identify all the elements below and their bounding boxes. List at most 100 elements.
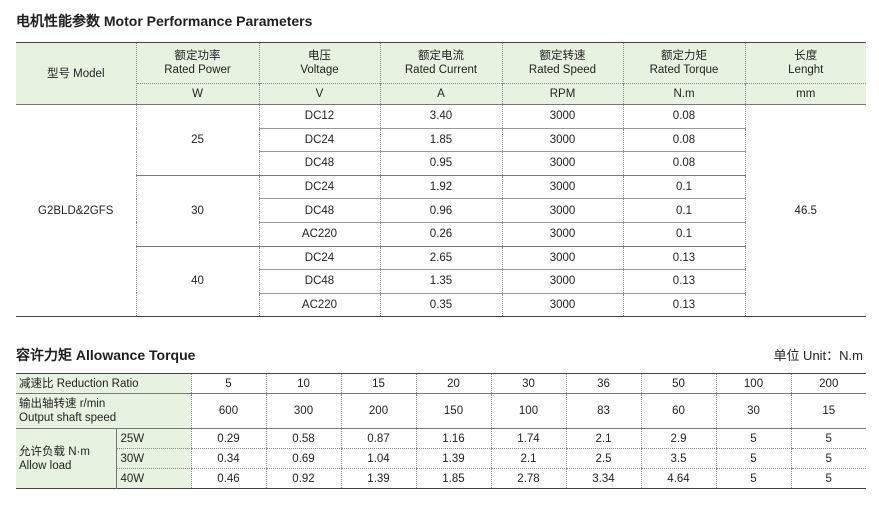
speed-cell: 60 [640, 393, 716, 429]
table-row: G2BLD&2GFS 25 DC12 3.40 3000 0.08 46.5 [16, 103, 866, 317]
speed-cell: 3000 [501, 293, 624, 317]
load-label: 允许负载 N·m Allow load [16, 428, 116, 489]
load-cell: 5 [790, 468, 866, 489]
length-cell: 46.5 [744, 103, 866, 317]
load-cell: 5 [715, 428, 791, 449]
speed-cell: 150 [415, 393, 491, 429]
load-row: 30W 0.34 0.69 1.04 1.39 2.1 2.5 3.5 5 5 [16, 448, 866, 469]
load-cell: 0.29 [190, 428, 266, 449]
table-row: DC24 1.85 3000 0.08 [16, 128, 866, 153]
motor-performance-table: 型号 Model 额定功率 Rated Power 电压 Voltage 额定电流 R… [16, 42, 866, 318]
unit-speed: RPM [501, 83, 624, 105]
load-cell: 1.85 [415, 468, 491, 489]
load-cell: 0.87 [340, 428, 416, 449]
load-row: 允许负载 N·m Allow load 25W 0.29 0.58 0.87 1.… [16, 428, 866, 489]
speed-cell: 300 [265, 393, 341, 429]
voltage-cell: DC48 [258, 269, 381, 294]
current-cell: 0.95 [379, 151, 503, 176]
col-header-torque: 额定力矩 Rated Torque [622, 42, 746, 84]
load-cell: 5 [790, 428, 866, 449]
torque-cell: 0.13 [622, 293, 746, 317]
current-cell: 1.85 [379, 128, 503, 153]
unit-current: A [379, 83, 503, 105]
allowance-torque-table: 减速比 Reduction Ratio 5 10 15 20 30 36 50 … [16, 373, 866, 489]
table-row: AC220 0.26 3000 0.1 [16, 222, 866, 247]
load-cell: 4.64 [640, 468, 716, 489]
current-cell: 0.26 [379, 222, 503, 247]
load-cell: 5 [790, 448, 866, 469]
load-cell: 0.34 [190, 448, 266, 469]
col-header-length: 长度 Lenght [744, 42, 866, 84]
load-cell: 2.78 [490, 468, 566, 489]
ratio-cell: 20 [415, 373, 491, 394]
speed-cell: 3000 [501, 269, 624, 294]
speed-cell: 3000 [501, 245, 624, 271]
load-cell: 2.9 [640, 428, 716, 449]
load-cell: 5 [715, 468, 791, 489]
speed-cell: 83 [565, 393, 641, 429]
load-cell: 1.74 [490, 428, 566, 449]
ratio-cell: 50 [640, 373, 716, 394]
torque-cell: 0.08 [622, 151, 746, 176]
col-header-current: 额定电流 Rated Current [379, 42, 503, 84]
col-header-voltage: 电压 Voltage [258, 42, 381, 84]
ratio-cell: 15 [340, 373, 416, 394]
voltage-cell: DC24 [258, 245, 381, 271]
ratio-cell: 5 [190, 373, 266, 394]
table-row: DC48 0.95 3000 0.08 [16, 151, 866, 176]
ratio-row: 减速比 Reduction Ratio 5 10 15 20 30 36 50 … [16, 373, 866, 394]
unit-note: 单位 Unit：N.m [773, 348, 863, 363]
voltage-cell: DC48 [258, 198, 381, 223]
current-cell: 2.65 [379, 245, 503, 271]
speed-cell: 3000 [501, 128, 624, 153]
speed-label: 输出轴转速 r/min Output shaft speed [16, 393, 191, 429]
ratio-cell: 30 [490, 373, 566, 394]
model-cell: G2BLD&2GFS [16, 103, 137, 317]
speed-cell: 200 [340, 393, 416, 429]
power-cell: 30 [135, 174, 260, 247]
load-cell: 3.34 [565, 468, 641, 489]
load-power-cell: 40W [115, 468, 191, 489]
load-cell: 2.1 [565, 428, 641, 449]
torque-cell: 0.13 [622, 269, 746, 294]
load-cell: 5 [715, 448, 791, 469]
current-cell: 1.92 [379, 174, 503, 200]
current-cell: 1.35 [379, 269, 503, 294]
voltage-cell: DC24 [258, 174, 381, 200]
load-cell: 3.5 [640, 448, 716, 469]
speed-cell: 100 [490, 393, 566, 429]
load-cell: 0.69 [265, 448, 341, 469]
speed-cell: 3000 [501, 198, 624, 223]
power-cell: 40 [135, 245, 260, 317]
speed-cell: 3000 [501, 222, 624, 247]
unit-power: W [135, 83, 260, 105]
ratio-cell: 200 [790, 373, 866, 394]
load-cell: 0.46 [190, 468, 266, 489]
allow-title: 容许力矩 Allowance Torque [16, 347, 196, 363]
torque-cell: 0.08 [622, 128, 746, 153]
voltage-cell: DC48 [258, 151, 381, 176]
unit-torque: N.m [622, 83, 746, 105]
speed-cell: 30 [715, 393, 791, 429]
power-cell: 25 [135, 104, 260, 176]
speed-cell: 3000 [501, 174, 624, 200]
load-cell: 1.39 [415, 448, 491, 469]
perf-unit-row: W V A RPM N.m mm [16, 83, 866, 105]
load-cell: 2.5 [565, 448, 641, 469]
table-row: 30 DC24 1.92 3000 0.1 [16, 174, 866, 247]
torque-cell: 0.1 [622, 222, 746, 247]
load-power-cell: 25W [115, 428, 191, 449]
speed-cell: 15 [790, 393, 866, 429]
table-row: DC48 1.35 3000 0.13 [16, 269, 866, 294]
load-cell: 0.92 [265, 468, 341, 489]
unit-length: mm [744, 83, 866, 105]
load-row: 40W 0.46 0.92 1.39 1.85 2.78 3.34 4.64 5… [16, 468, 866, 489]
load-cell: 1.04 [340, 448, 416, 469]
torque-cell: 0.08 [622, 104, 746, 129]
table-row: AC220 0.35 3000 0.13 [16, 293, 866, 317]
voltage-cell: AC220 [258, 293, 381, 317]
perf-header-row: 型号 Model 额定功率 Rated Power 电压 Voltage 额定电流 R… [16, 42, 866, 105]
current-cell: 3.40 [379, 104, 503, 129]
speed-cell: 3000 [501, 151, 624, 176]
table-row: DC48 0.96 3000 0.1 [16, 198, 866, 223]
